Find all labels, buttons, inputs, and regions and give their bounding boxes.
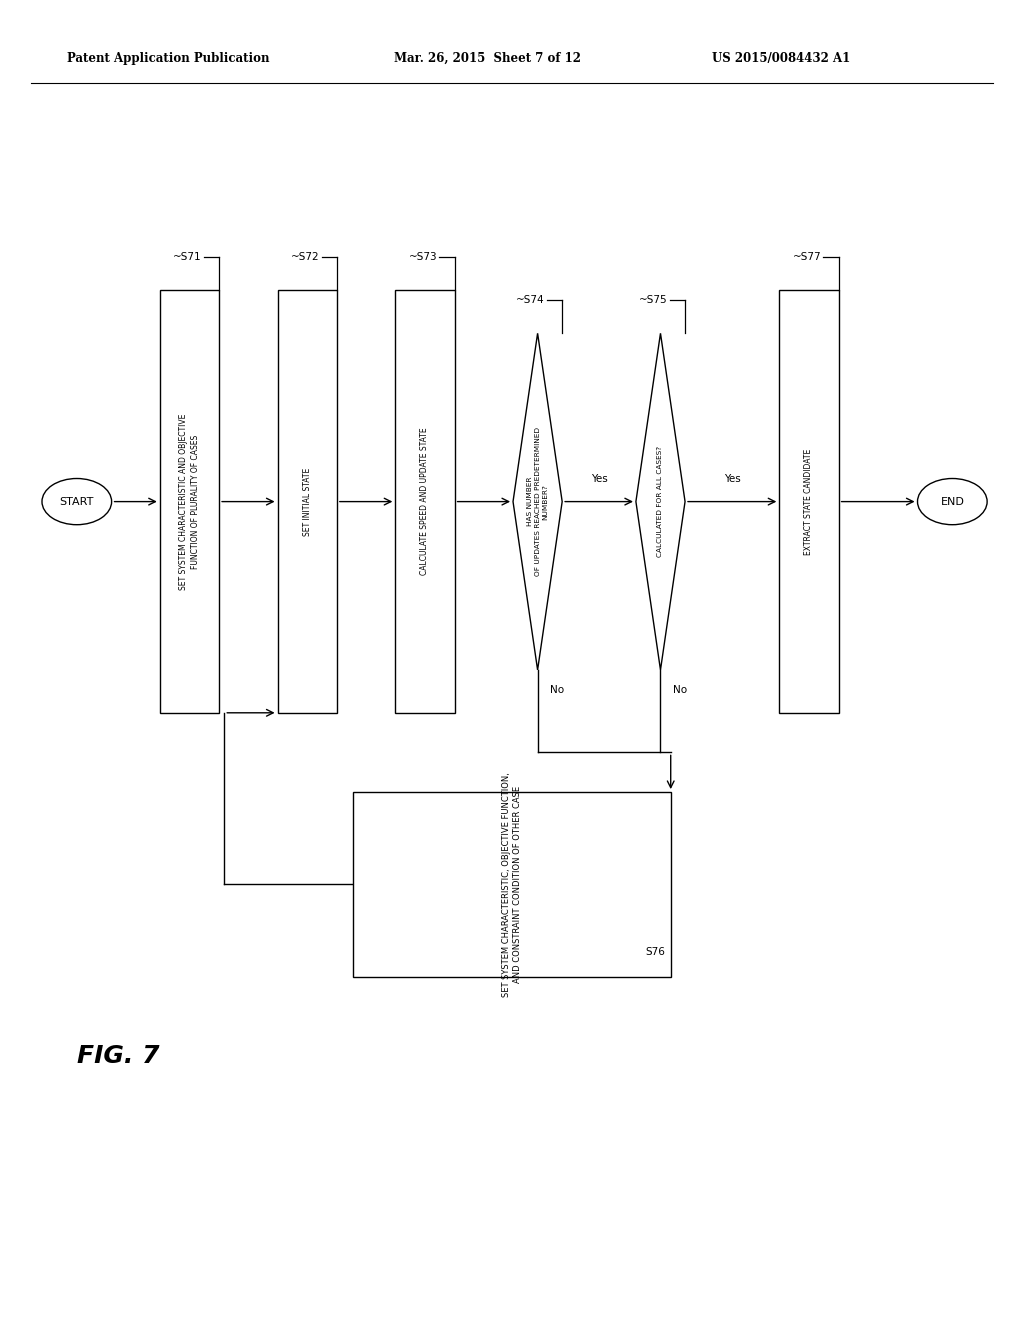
Ellipse shape <box>918 479 987 525</box>
Text: ~S77: ~S77 <box>793 252 821 263</box>
Text: FIG. 7: FIG. 7 <box>77 1044 160 1068</box>
Text: EXTRACT STATE CANDIDATE: EXTRACT STATE CANDIDATE <box>805 449 813 554</box>
Text: No: No <box>673 685 687 694</box>
Bar <box>353 792 671 977</box>
Bar <box>278 290 337 713</box>
Text: Patent Application Publication: Patent Application Publication <box>67 51 269 65</box>
Text: ~S71: ~S71 <box>173 252 202 263</box>
Text: SET SYSTEM CHARACTERISTIC AND OBJECTIVE
FUNCTION OF PLURALITY OF CASES: SET SYSTEM CHARACTERISTIC AND OBJECTIVE … <box>179 413 200 590</box>
Ellipse shape <box>42 479 112 525</box>
Text: ~S75: ~S75 <box>639 296 668 305</box>
Text: Yes: Yes <box>591 474 607 484</box>
Polygon shape <box>513 333 562 671</box>
Polygon shape <box>636 333 685 671</box>
Bar <box>160 290 219 713</box>
Text: Yes: Yes <box>724 474 740 484</box>
Text: ~S72: ~S72 <box>291 252 319 263</box>
Text: CALCULATE SPEED AND UPDATE STATE: CALCULATE SPEED AND UPDATE STATE <box>421 428 429 576</box>
Text: START: START <box>59 496 94 507</box>
Text: Mar. 26, 2015  Sheet 7 of 12: Mar. 26, 2015 Sheet 7 of 12 <box>394 51 582 65</box>
Text: END: END <box>940 496 965 507</box>
Text: HAS NUMBER
OF UPDATES REACHED PREDETERMINED
NUMBER?: HAS NUMBER OF UPDATES REACHED PREDETERMI… <box>526 428 549 576</box>
Bar <box>395 290 455 713</box>
Text: ~S74: ~S74 <box>516 296 545 305</box>
Text: ~S73: ~S73 <box>409 252 437 263</box>
Bar <box>779 290 839 713</box>
Text: S76: S76 <box>646 946 666 957</box>
Text: US 2015/0084432 A1: US 2015/0084432 A1 <box>712 51 850 65</box>
Text: SET INITIAL STATE: SET INITIAL STATE <box>303 467 311 536</box>
Text: No: No <box>550 685 564 694</box>
Text: SET SYSTEM CHARACTERISTIC, OBJECTIVE FUNCTION,
AND CONSTRAINT CONDITION OF OTHER: SET SYSTEM CHARACTERISTIC, OBJECTIVE FUN… <box>502 772 522 997</box>
Text: CALCULATED FOR ALL CASES?: CALCULATED FOR ALL CASES? <box>657 446 664 557</box>
